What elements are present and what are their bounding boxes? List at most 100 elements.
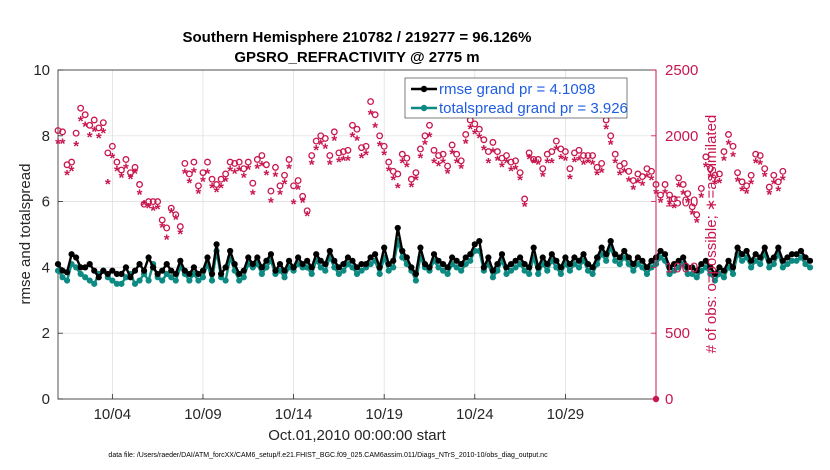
- rmse-point: [430, 251, 438, 258]
- x-tick-label: 10/14: [275, 406, 313, 423]
- assimilated-obs-point: *: [558, 151, 564, 168]
- rmse-point: [372, 251, 379, 258]
- possible-obs-point: [435, 152, 442, 159]
- possible-obs-point: [548, 148, 556, 156]
- legend-box: [404, 77, 628, 119]
- possible-obs-point: [774, 178, 782, 186]
- possible-obs-point: [407, 175, 415, 183]
- assimilated-obs-point: *: [572, 154, 578, 171]
- y-right-tick-label: 1000: [665, 259, 698, 276]
- possible-obs-point: [262, 161, 270, 169]
- assimilated-obs-point: *: [350, 129, 356, 146]
- totalspread-point: [199, 274, 207, 281]
- assimilated-obs-point: *: [531, 155, 537, 172]
- y-right-tick-label: 0: [665, 391, 673, 408]
- assimilated-obs-point: *: [386, 163, 392, 180]
- totalspread-point: [77, 270, 84, 278]
- totalspread-point: [603, 257, 610, 264]
- totalspread-point: [168, 274, 175, 281]
- possible-obs-point: [199, 169, 207, 177]
- assimilated-obs-point: *: [277, 187, 283, 204]
- totalspread-point: [86, 277, 93, 284]
- series-rmse: [54, 224, 814, 281]
- assimilated-obs-point: *: [599, 164, 605, 181]
- assimilated-obs-point: *: [223, 174, 229, 191]
- rmse-point: [172, 270, 179, 278]
- possible-obs-point: [580, 152, 587, 159]
- y-right-tick-label: 1500: [665, 194, 698, 211]
- possible-obs-point: [136, 181, 143, 188]
- rmse-point: [231, 261, 238, 268]
- totalspread-point: [444, 270, 451, 278]
- totalspread-point: [136, 277, 143, 284]
- possible-obs-point: [566, 165, 574, 173]
- possible-obs-point: [204, 158, 211, 166]
- rmse-point: [680, 254, 687, 261]
- assimilated-obs-point: *: [282, 176, 288, 193]
- rmse-point: [657, 247, 664, 255]
- possible-obs-point: [516, 169, 524, 177]
- totalspread-point: [335, 270, 342, 278]
- y-axis-label: rmse and totalspread: [17, 164, 34, 305]
- rmse-point: [249, 261, 256, 268]
- rmse-point: [362, 261, 370, 268]
- totalspread-point: [575, 264, 583, 271]
- possible-obs-point: [145, 198, 153, 206]
- assimilated-obs-point: *: [340, 152, 346, 169]
- assimilated-obs-point: *: [73, 138, 79, 155]
- rmse-point: [68, 251, 75, 258]
- assimilated-obs-point: *: [186, 175, 192, 192]
- rmse-point: [471, 241, 478, 248]
- possible-obs-point: [367, 98, 375, 106]
- possible-obs-point: [471, 120, 479, 128]
- assimilated-obs-point: *: [553, 142, 559, 159]
- totalspread-point: [331, 264, 338, 271]
- possible-obs-point: [552, 137, 560, 145]
- assimilated-obs-point: *: [717, 175, 723, 192]
- possible-obs-point: [380, 142, 388, 150]
- totalspread-point: [399, 254, 406, 261]
- rmse-point: [784, 254, 791, 261]
- rmse-point: [335, 264, 342, 271]
- possible-obs-point: [249, 179, 257, 187]
- totalspread-point: [317, 264, 324, 271]
- x-tick-label: 10/19: [365, 406, 403, 423]
- possible-obs-point: [185, 170, 193, 178]
- possible-obs-point: [697, 184, 705, 192]
- totalspread-point: [748, 264, 755, 271]
- rmse-point: [263, 257, 270, 264]
- assimilated-obs-point: *: [671, 200, 677, 217]
- totalspread-point: [385, 267, 392, 274]
- rmse-point: [222, 264, 229, 271]
- rmse-point: [444, 264, 451, 271]
- possible-obs-point: [54, 127, 62, 134]
- assimilated-obs-point: *: [381, 147, 387, 164]
- totalspread-point: [553, 264, 560, 271]
- possible-obs-point: [657, 191, 664, 199]
- assimilated-obs-point: *: [69, 163, 75, 180]
- assimilated-obs-point: *: [458, 160, 464, 177]
- totalspread-point: [390, 264, 397, 271]
- totalspread-point: [412, 277, 419, 284]
- possible-obs-point: [770, 171, 778, 179]
- x-tick-label: 10/04: [94, 406, 132, 423]
- totalspread-point: [208, 277, 216, 284]
- rmse-point: [734, 244, 741, 251]
- possible-obs-point: [715, 170, 723, 178]
- possible-obs-point: [688, 203, 696, 211]
- totalspread-point: [521, 267, 528, 274]
- possible-obs-point: [693, 211, 701, 219]
- rmse-point: [390, 257, 397, 264]
- rmse-point: [313, 251, 320, 258]
- rmse-point: [539, 254, 546, 261]
- y-axis-right-label: # of obs: o=possible; ∗=assimilated: [703, 115, 720, 354]
- assimilated-obs-point: *: [91, 124, 97, 141]
- assimilated-obs-point: *: [526, 151, 532, 168]
- rmse-point: [643, 264, 651, 271]
- assimilated-obs-point: *: [418, 150, 424, 167]
- rmse-point: [557, 264, 564, 271]
- assimilated-obs-point: *: [621, 164, 627, 181]
- possible-obs-point: [285, 156, 293, 163]
- possible-obs-point: [738, 178, 746, 186]
- rmse-point: [54, 261, 62, 268]
